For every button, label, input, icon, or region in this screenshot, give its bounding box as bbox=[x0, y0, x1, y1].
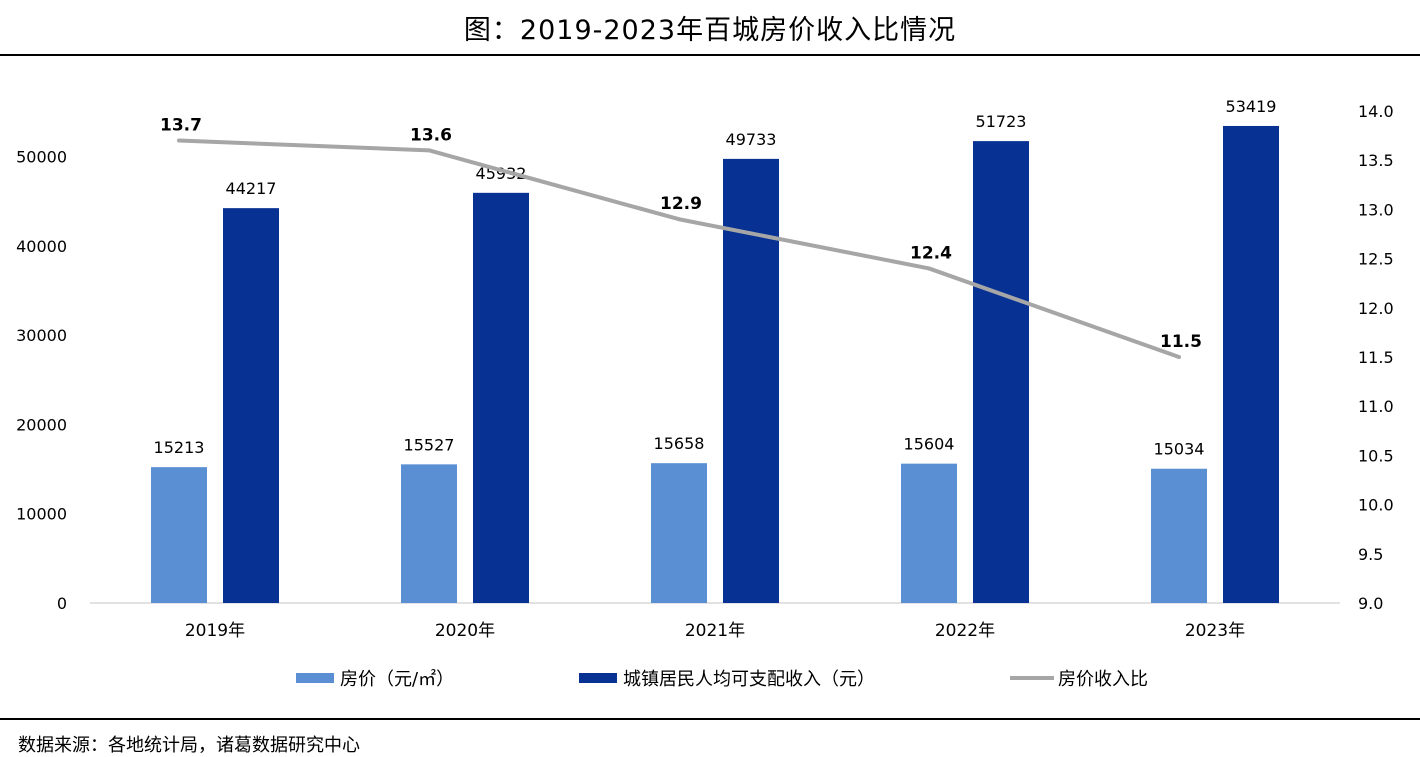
x-axis-category-label: 2022年 bbox=[935, 621, 995, 641]
left-axis-tick-label: 50000 bbox=[16, 148, 67, 167]
left-axis-tick-label: 0 bbox=[57, 594, 67, 613]
bar-income bbox=[973, 141, 1029, 603]
bar-label-income: 44217 bbox=[226, 179, 277, 198]
bar-income bbox=[723, 158, 779, 603]
ratio-data-label: 11.5 bbox=[1160, 332, 1202, 352]
bar-house-price bbox=[901, 463, 957, 603]
left-axis-tick-label: 20000 bbox=[16, 415, 67, 434]
bar-label-house-price: 15658 bbox=[654, 434, 705, 453]
left-axis-tick-label: 30000 bbox=[16, 326, 67, 345]
left-axis-tick-label: 40000 bbox=[16, 237, 67, 256]
ratio-data-label: 12.4 bbox=[910, 243, 952, 263]
bar-label-house-price: 15213 bbox=[154, 438, 205, 457]
bar-label-income: 51723 bbox=[976, 112, 1027, 131]
bar-label-house-price: 15527 bbox=[404, 435, 455, 454]
right-axis-tick-label: 11.5 bbox=[1358, 348, 1394, 367]
ratio-point bbox=[177, 138, 181, 143]
right-axis-tick-label: 10.0 bbox=[1358, 496, 1394, 515]
bar-income bbox=[223, 208, 279, 603]
legend-label-income: 城镇居民人均可支配收入（元） bbox=[623, 669, 875, 690]
bar-income bbox=[1223, 125, 1279, 604]
bar-label-house-price: 15604 bbox=[904, 435, 955, 454]
ratio-point bbox=[927, 266, 931, 271]
ratio-point bbox=[427, 148, 431, 153]
bar-house-price bbox=[651, 463, 707, 603]
left-axis-tick-label: 10000 bbox=[16, 505, 67, 524]
bar-income bbox=[473, 192, 529, 603]
ratio-data-label: 12.9 bbox=[660, 194, 702, 214]
x-axis-category-label: 2021年 bbox=[685, 621, 745, 641]
right-axis-tick-label: 11.0 bbox=[1358, 397, 1394, 416]
bottom-rule bbox=[0, 718, 1420, 720]
source-note: 数据来源：各地统计局，诸葛数据研究中心 bbox=[18, 735, 360, 756]
right-axis-tick-label: 13.5 bbox=[1358, 151, 1394, 170]
right-axis-tick-label: 10.5 bbox=[1358, 446, 1394, 465]
right-axis-tick-label: 13.0 bbox=[1358, 200, 1394, 219]
ratio-point bbox=[677, 217, 681, 222]
legend-label-ratio: 房价收入比 bbox=[1058, 669, 1148, 690]
x-axis-category-label: 2020年 bbox=[435, 621, 495, 641]
right-axis-tick-label: 12.0 bbox=[1358, 299, 1394, 318]
bar-house-price bbox=[1151, 468, 1207, 603]
chart-title: 图：2019-2023年百城房价收入比情况 bbox=[463, 15, 957, 46]
bar-label-income: 53419 bbox=[1226, 97, 1277, 116]
legend-swatch-house-price bbox=[296, 673, 334, 683]
right-axis-tick-label: 12.5 bbox=[1358, 250, 1394, 269]
right-axis-tick-label: 9.5 bbox=[1358, 545, 1383, 564]
bar-house-price bbox=[401, 464, 457, 603]
right-axis-tick-label: 9.0 bbox=[1358, 594, 1383, 613]
right-axis-tick-label: 14.0 bbox=[1358, 102, 1394, 121]
top-rule bbox=[0, 54, 1420, 56]
bar-label-income: 49733 bbox=[726, 130, 777, 149]
legend-swatch-income bbox=[579, 673, 617, 683]
bar-label-house-price: 15034 bbox=[1154, 440, 1205, 459]
legend-label-house-price: 房价（元/㎡） bbox=[340, 668, 454, 690]
ratio-data-label: 13.7 bbox=[160, 116, 202, 136]
ratio-point bbox=[1177, 355, 1181, 359]
ratio-data-label: 13.6 bbox=[410, 125, 452, 145]
bar-house-price bbox=[151, 467, 207, 603]
x-axis-category-label: 2023年 bbox=[1185, 621, 1245, 641]
x-axis-category-label: 2019年 bbox=[185, 621, 245, 641]
